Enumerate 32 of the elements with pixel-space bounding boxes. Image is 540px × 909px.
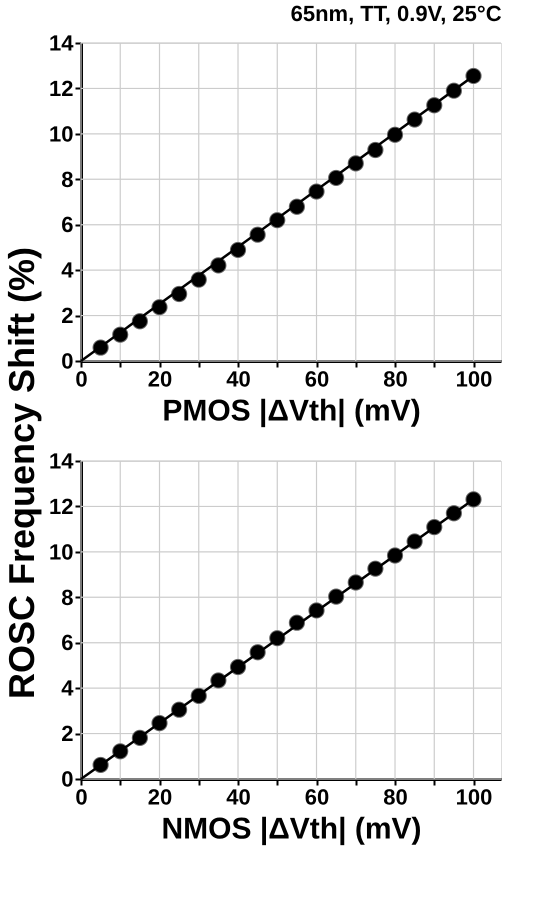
x-tick-label: 80 [383,784,408,810]
y-tick-label: 6 [61,630,74,656]
y-tick-label: 2 [61,303,74,328]
x-tick-label: 20 [148,784,172,810]
y-tick-label: 12 [49,76,74,101]
x-tick-label: 40 [226,366,251,392]
y-tick-label: 10 [49,539,74,564]
x-tick-label: 40 [226,784,251,810]
y-tick-label: 12 [49,494,74,519]
x-axis-title: PMOS |ΔVth| (mV) [162,394,421,428]
x-axis-title: NMOS |ΔVth| (mV) [161,812,422,846]
x-tick-label: 100 [456,366,492,392]
y-tick-label: 4 [61,258,74,283]
y-tick-label: 0 [61,766,74,792]
x-tick-label: 20 [148,366,172,392]
y-tick-label: 2 [61,721,74,746]
point [465,491,482,508]
y-tick-label: 4 [61,676,74,701]
point [465,68,482,84]
x-tick-label: 60 [304,784,330,810]
y-tick-label: 0 [61,348,74,374]
x-tick-label: 100 [456,784,492,810]
y-tick-label: 6 [61,212,74,238]
y-tick-label: 14 [49,448,74,474]
x-tick-label: 80 [383,366,408,392]
y-tick-label: 10 [49,121,74,146]
chart-title: 65nm, TT, 0.9V, 25°C [290,1,502,26]
y-tick-label: 8 [61,584,74,610]
y-tick-label: 8 [61,166,74,192]
x-tick-label: 60 [304,366,330,392]
y-tick-label: 14 [49,30,74,56]
y-axis-title: ROSC Frequency Shift (%) [1,246,42,700]
